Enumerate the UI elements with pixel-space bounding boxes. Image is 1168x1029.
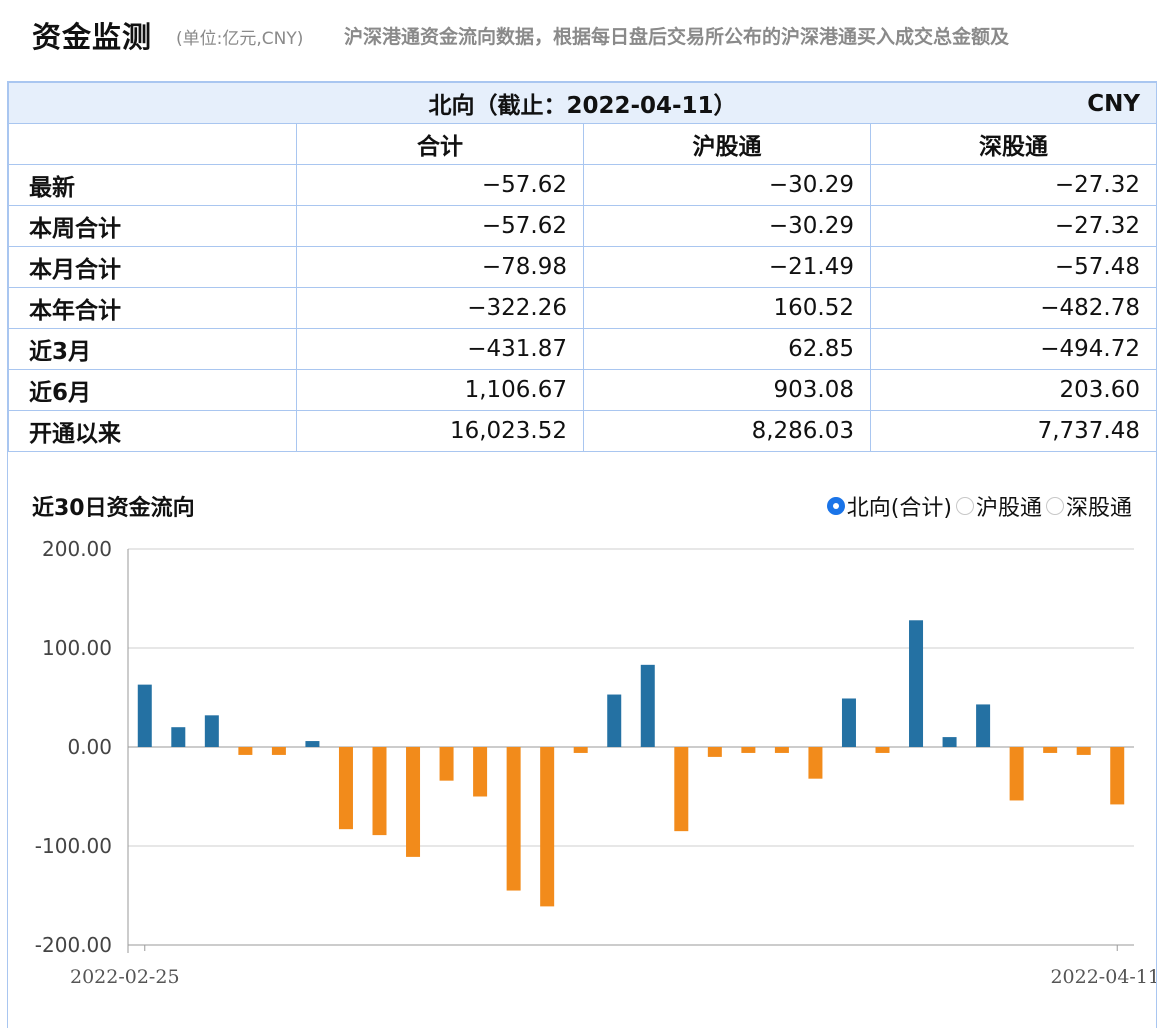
bar [1009, 747, 1024, 801]
bar [741, 747, 756, 753]
table-row: 本周合计 −57.62 −30.29 −27.32 [8, 205, 1157, 247]
bar [607, 694, 622, 747]
x-tick-label-end: 2022-04-11 [1050, 966, 1156, 988]
cell-sz: −494.72 [870, 328, 1157, 370]
bar [808, 747, 823, 779]
bar [238, 747, 253, 755]
bar [406, 747, 421, 857]
bar [674, 747, 689, 832]
bar [1043, 747, 1058, 753]
table-title: 北向（截止：2022-04-11） [428, 93, 737, 119]
page-header: 资金监测 (单位:亿元,CNY) 沪深港通资金流向数据，根据每日盘后交易所公布的… [0, 0, 1168, 76]
flow-panel: 北向（截止：2022-04-11） CNY 合计 沪股通 深股通 最新 −57.… [7, 81, 1157, 1028]
bar [875, 747, 890, 753]
radio-label: 北向(合计) [846, 496, 952, 521]
cell-sh: 8,286.03 [583, 410, 871, 452]
bar [171, 727, 186, 747]
row-label: 本周合计 [8, 205, 297, 247]
bar [841, 698, 856, 747]
cell-sh: −30.29 [583, 205, 871, 247]
table-row: 开通以来 16,023.52 8,286.03 7,737.48 [8, 410, 1157, 452]
cell-sz: −482.78 [870, 287, 1157, 329]
y-tick-label: -100.00 [35, 834, 112, 858]
bar [640, 664, 655, 747]
bar [372, 747, 387, 836]
bar [942, 737, 957, 747]
cell-total: −78.98 [296, 246, 584, 288]
bar [774, 747, 789, 753]
cell-sz: 203.60 [870, 369, 1157, 411]
page-title: 资金监测 [32, 20, 153, 54]
radio-unselected-icon [955, 497, 974, 515]
cell-sz: −27.32 [870, 205, 1157, 247]
bar [338, 747, 353, 830]
radio-selected-icon [826, 497, 845, 515]
row-label: 最新 [8, 164, 297, 206]
bar [1076, 747, 1091, 755]
flow-table: 北向（截止：2022-04-11） CNY 合计 沪股通 深股通 最新 −57.… [8, 82, 1157, 452]
radio-label: 深股通 [1065, 496, 1132, 521]
row-label: 近3月 [8, 328, 297, 370]
radio-northbound-total[interactable]: 北向(合计) [826, 490, 952, 522]
bar [1110, 747, 1125, 805]
unit-note: (单位:亿元,CNY) [176, 29, 304, 49]
description-text: 沪深港通资金流向数据，根据每日盘后交易所公布的沪深港通买入成交总金额及 [344, 26, 1010, 48]
table-title-row: 北向（截止：2022-04-11） CNY [8, 82, 1157, 124]
corner-cell [8, 123, 297, 165]
cell-sh: −30.29 [583, 164, 871, 206]
bar [473, 747, 488, 797]
chart-title: 近30日资金流向 [32, 496, 195, 521]
bar [573, 747, 588, 753]
cell-sh: 160.52 [583, 287, 871, 329]
y-tick-label: -200.00 [35, 933, 112, 957]
cell-sh: 62.85 [583, 328, 871, 370]
bar [271, 747, 286, 755]
bar [137, 684, 152, 747]
y-tick-label: 0.00 [67, 735, 112, 759]
row-label: 近6月 [8, 369, 297, 411]
table-row: 近6月 1,106.67 903.08 203.60 [8, 369, 1157, 411]
table-row: 本月合计 −78.98 −21.49 −57.48 [8, 246, 1157, 288]
y-tick-label: 200.00 [42, 537, 112, 561]
table-row: 近3月 −431.87 62.85 −494.72 [8, 328, 1157, 370]
radio-label: 沪股通 [975, 496, 1042, 521]
bar [909, 620, 924, 747]
cell-sz: −57.48 [870, 246, 1157, 288]
series-selector: 北向(合计) 沪股通 深股通 [823, 490, 1132, 522]
row-label: 本月合计 [8, 246, 297, 288]
cell-sz: 7,737.48 [870, 410, 1157, 452]
radio-unselected-icon [1045, 497, 1064, 515]
bar [506, 747, 521, 891]
column-header-sh: 沪股通 [583, 123, 871, 165]
bar [976, 704, 991, 747]
table-title-cell: 北向（截止：2022-04-11） CNY [8, 82, 1157, 124]
column-header-sz: 深股通 [870, 123, 1157, 165]
currency-label: CNY [1087, 91, 1140, 117]
row-label: 开通以来 [8, 410, 297, 452]
cell-total: 1,106.67 [296, 369, 584, 411]
cell-total: −57.62 [296, 205, 584, 247]
table-row: 本年合计 −322.26 160.52 −482.78 [8, 287, 1157, 329]
x-tick-label-start: 2022-02-25 [70, 966, 180, 988]
bar [540, 747, 555, 907]
chart-header: 近30日资金流向 北向(合计) 沪股通 深股通 [8, 482, 1156, 522]
cell-sh: −21.49 [583, 246, 871, 288]
bar [439, 747, 454, 781]
bar [305, 741, 320, 747]
radio-sh-connect[interactable]: 沪股通 [955, 490, 1042, 522]
bar [707, 747, 722, 757]
cell-total: −431.87 [296, 328, 584, 370]
flow-bar-chart: 200.00 100.00 0.00 -100.00 -200.00 2022-02-25… [35, 537, 1156, 988]
radio-sz-connect[interactable]: 深股通 [1045, 490, 1132, 522]
y-tick-label: 100.00 [42, 636, 112, 660]
bar [204, 715, 219, 747]
cell-total: 16,023.52 [296, 410, 584, 452]
